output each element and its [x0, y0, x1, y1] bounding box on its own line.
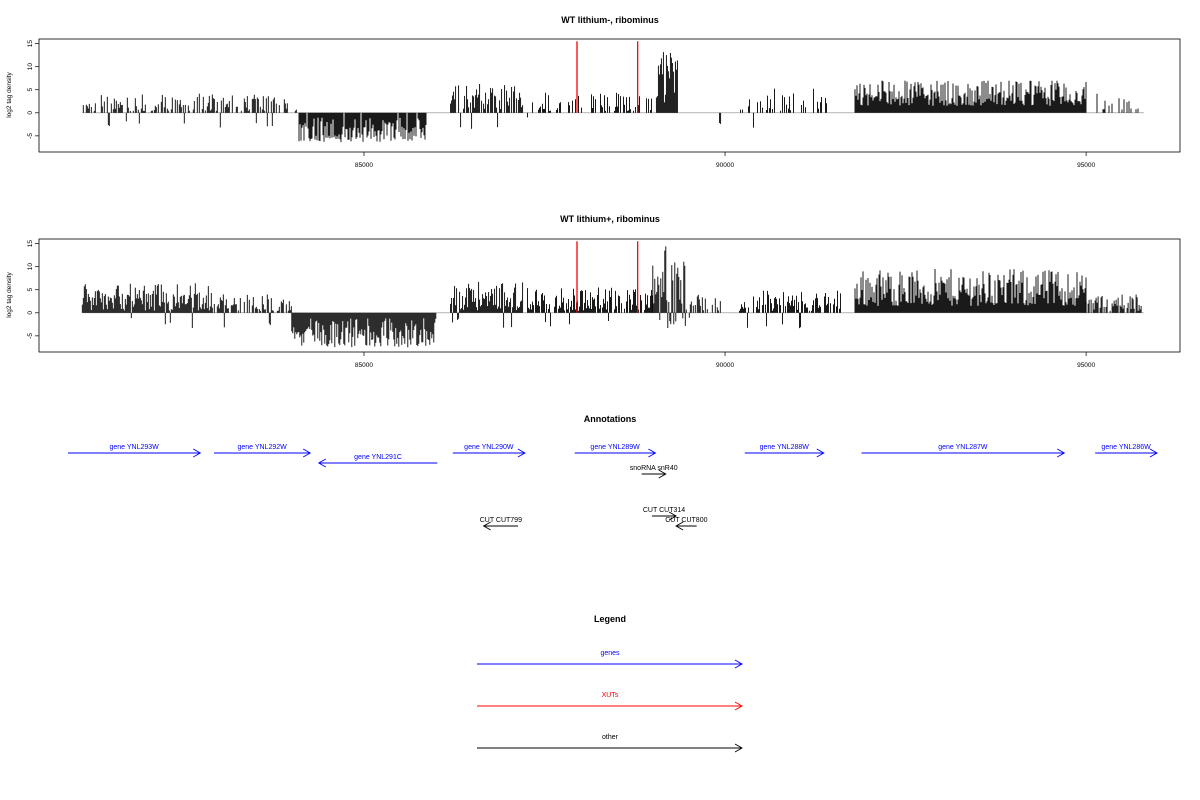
feature-arrow-head	[517, 448, 526, 458]
feature-arrow-head	[1149, 448, 1158, 458]
y-tick-label: 15	[27, 240, 34, 248]
highlight-lines	[576, 241, 639, 313]
y-tick-label: -5	[27, 333, 34, 339]
legend-entries: genes XUTs other	[477, 650, 743, 753]
highlight-lines	[576, 41, 639, 113]
x-tick-label: 95000	[1077, 162, 1095, 169]
legend-arrow-head	[734, 659, 743, 669]
annotation-feature: gene YNL286W	[1095, 444, 1158, 458]
plot-frame	[38, 38, 1181, 153]
y-axis-label: log2 tag density	[6, 71, 13, 117]
x-axis: 85000 90000 95000	[355, 352, 1096, 369]
y-tick-label: 5	[27, 88, 34, 92]
annotation-feature: gene YNL291C	[317, 454, 438, 468]
feature-label: gene YNL292W	[237, 444, 287, 451]
feature-label: gene YNL286W	[1101, 444, 1151, 451]
y-tick-label: 0	[27, 111, 34, 115]
feature-label: gene YNL287W	[938, 444, 988, 451]
feature-label: gene YNL288W	[760, 444, 810, 451]
x-tick-label: 85000	[355, 362, 373, 369]
bars	[82, 52, 1144, 143]
panel-lithium-minus: WT lithium-, ribominus log2 tag density …	[6, 15, 1181, 169]
feature-arrow-head	[658, 469, 667, 479]
feature-label: snoRNA snR40	[630, 465, 678, 472]
feature-arrow-head	[302, 448, 312, 458]
legend-entry: genes	[477, 650, 743, 669]
y-axis: -5 0 5 10 15	[27, 240, 39, 339]
x-tick-label: 90000	[716, 162, 734, 169]
panel-title: WT lithium+, ribominus	[560, 214, 660, 224]
legend-arrow-head	[734, 701, 743, 711]
feature-label: gene YNL290W	[464, 444, 514, 451]
legend: Legend genes XUTs other	[477, 614, 743, 753]
panel-title: WT lithium-, ribominus	[561, 15, 659, 25]
legend-entry: other	[477, 734, 743, 753]
feature-arrow-head	[193, 448, 202, 458]
bars	[81, 246, 1144, 348]
y-tick-label: 10	[27, 263, 34, 271]
legend-label: other	[602, 734, 619, 741]
annotation-feature: gene YNL292W	[214, 444, 312, 458]
legend-entry: XUTs	[477, 692, 743, 711]
feature-label: CUT CUT800	[665, 517, 707, 524]
x-tick-label: 95000	[1077, 362, 1095, 369]
annotation-feature: CUT CUT800	[665, 517, 708, 531]
y-tick-label: 5	[27, 288, 34, 292]
legend-label: genes	[600, 650, 620, 657]
annotation-feature: gene YNL293W	[68, 444, 202, 458]
annotation-feature: CUT CUT314	[643, 507, 685, 521]
y-tick-label: 0	[27, 311, 34, 315]
legend-label: XUTs	[602, 692, 619, 699]
features: gene YNL293W gene YNL292W gene YNL291C gene…	[68, 444, 1158, 531]
x-tick-label: 90000	[716, 362, 734, 369]
feature-label: gene YNL289W	[590, 444, 640, 451]
y-axis: -5 0 5 10 15	[27, 40, 39, 139]
y-tick-label: 15	[27, 40, 34, 48]
annotations-track: Annotations gene YNL293W gene YNL292Wgene…	[68, 414, 1158, 531]
feature-arrow-head	[317, 458, 327, 468]
annotation-feature: gene YNL289W	[574, 444, 657, 458]
feature-arrow-head	[648, 448, 657, 458]
feature-label: gene YNL293W	[109, 444, 159, 451]
feature-arrow-head	[668, 511, 677, 521]
feature-arrow-head	[816, 448, 825, 458]
feature-label: CUT CUT799	[480, 517, 522, 524]
y-tick-label: 10	[27, 63, 34, 71]
annotation-feature: gene YNL288W	[744, 444, 825, 458]
x-tick-label: 85000	[355, 162, 373, 169]
annotation-feature: gene YNL290W	[452, 444, 526, 458]
feature-label: gene YNL291C	[354, 454, 402, 461]
plot-frame	[38, 238, 1181, 353]
annotation-feature: CUT CUT799	[480, 517, 522, 531]
y-tick-label: -5	[27, 133, 34, 139]
panel-lithium-plus: WT lithium+, ribominus log2 tag density …	[6, 214, 1181, 369]
feature-label: CUT CUT314	[643, 507, 685, 514]
feature-arrow-head	[675, 521, 684, 531]
x-axis: 85000 90000 95000	[355, 152, 1096, 169]
annotation-feature: gene YNL287W	[861, 444, 1066, 458]
y-axis-label: log2 tag density	[6, 271, 13, 317]
feature-arrow-head	[1057, 448, 1066, 458]
annotations-title: Annotations	[584, 414, 637, 424]
legend-arrow-head	[734, 743, 743, 753]
legend-title: Legend	[594, 614, 626, 624]
feature-arrow-head	[482, 521, 491, 531]
annotation-feature: snoRNA snR40	[630, 465, 678, 479]
